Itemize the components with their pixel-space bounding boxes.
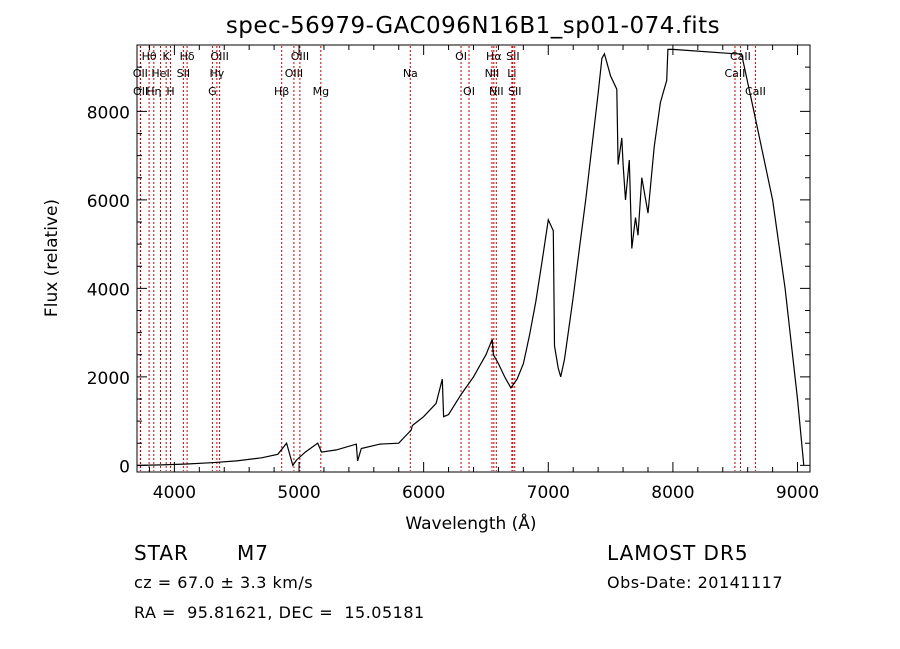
y-tick-label: 0	[119, 457, 130, 477]
line-marker-label: HeI	[151, 67, 169, 80]
y-tick-label: 6000	[87, 192, 130, 212]
line-marker-label: Hγ	[209, 67, 224, 80]
line-marker-label: NII	[489, 85, 504, 98]
x-tick-label: 7000	[527, 483, 570, 503]
line-marker-label: G	[208, 85, 217, 98]
y-tick-label: 2000	[87, 369, 130, 389]
line-marker-label: Hη	[146, 85, 161, 98]
chart-title: spec-56979-GAC096N16B1_sp01-074.fits	[226, 13, 720, 39]
line-marker-label: Hθ	[142, 50, 157, 63]
line-marker-label: NII	[485, 67, 500, 80]
line-marker-label: CaII	[725, 67, 746, 80]
x-tick-label: 9000	[776, 483, 819, 503]
line-marker-label: Mg	[313, 85, 329, 98]
redshift-velocity: cz = 67.0 ± 3.3 km/s	[134, 573, 314, 592]
line-marker-label: SII	[177, 67, 190, 80]
line-marker-label: OIII	[285, 67, 303, 80]
object-subclass: M7	[237, 541, 269, 565]
line-marker-label: OIII	[210, 50, 228, 63]
spectrum-line	[136, 48, 805, 467]
line-marker-label: H	[166, 85, 174, 98]
x-tick-label: 6000	[402, 483, 445, 503]
y-axis-label: Flux (relative)	[42, 199, 62, 317]
observation-date: Obs-Date: 20141117	[607, 573, 784, 592]
line-marker-label: OI	[463, 85, 475, 98]
ra-dec-coordinates: RA = 95.81621, DEC = 15.05181	[134, 603, 425, 622]
line-marker-label: Li	[507, 67, 516, 80]
line-marker-label: K	[163, 50, 171, 63]
y-axis-ticks: 0 2000 4000 6000 8000	[87, 66, 810, 477]
line-marker-label: CaII	[730, 50, 751, 63]
line-marker-label: Hβ	[274, 85, 289, 98]
plot-frame	[136, 44, 811, 473]
line-marker-label: OIII	[291, 50, 309, 63]
y-tick-label: 4000	[87, 280, 130, 300]
x-axis-ticks: 4000 5000 6000 7000 8000 9000	[148, 45, 819, 503]
line-marker-label: SII	[506, 50, 519, 63]
x-tick-label: 8000	[651, 483, 694, 503]
object-class: STAR	[134, 541, 189, 565]
line-marker-label: OI	[455, 50, 467, 63]
survey-name: LAMOST DR5	[607, 541, 749, 565]
line-marker-label: SII	[508, 85, 521, 98]
line-marker-label: Na	[403, 67, 418, 80]
line-marker-label: Hα	[486, 50, 502, 63]
y-tick-label: 8000	[87, 103, 130, 123]
x-tick-label: 5000	[277, 483, 320, 503]
x-axis-label: Wavelength (Å)	[405, 512, 536, 534]
x-tick-label: 4000	[153, 483, 196, 503]
line-marker-label: Hδ	[180, 50, 195, 63]
